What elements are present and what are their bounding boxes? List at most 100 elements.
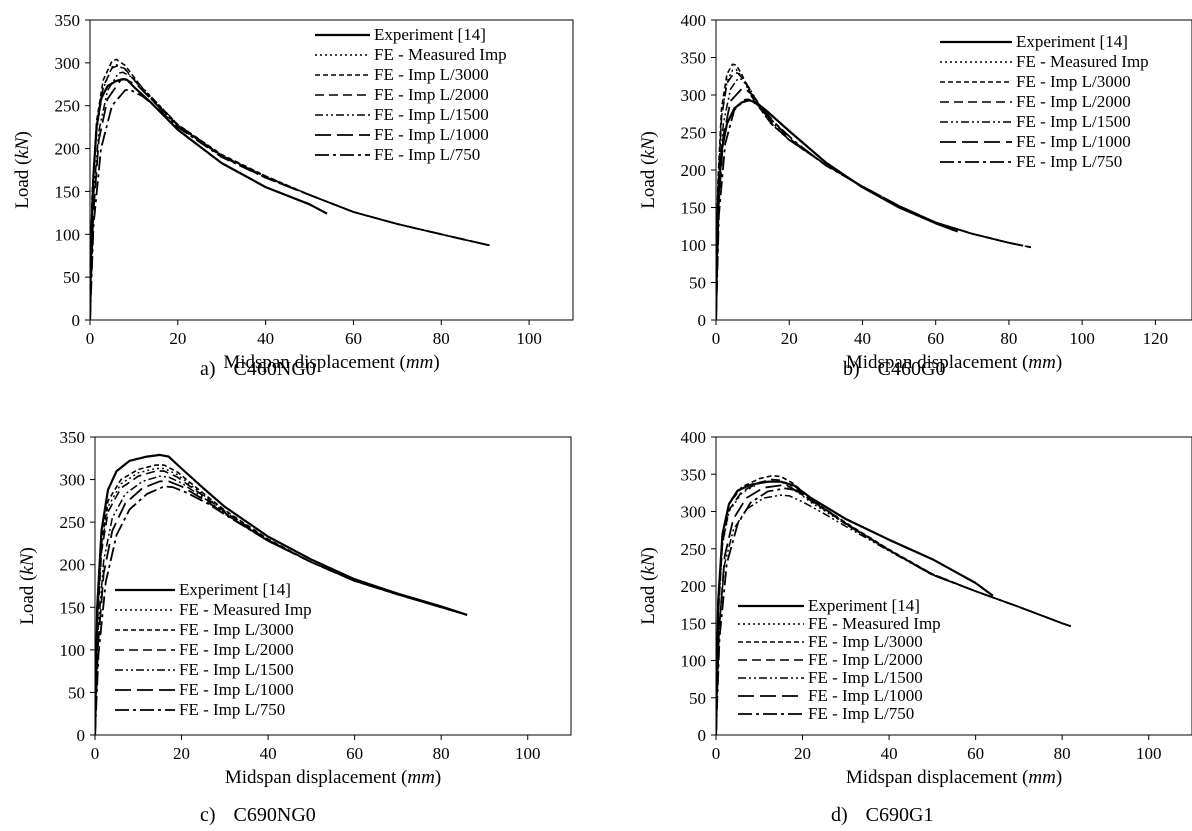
y-axis-label: Load (kN) [638,547,659,625]
y-tick-label: 100 [55,225,81,244]
x-tick-label: 20 [173,744,190,763]
x-tick-label: 60 [927,329,944,348]
y-tick-label: 200 [55,140,81,159]
x-tick-label: 0 [712,329,721,348]
y-tick-label: 150 [55,182,81,201]
x-tick-label: 40 [881,744,898,763]
y-tick-label: 150 [681,614,707,633]
x-tick-label: 60 [967,744,984,763]
y-axis-label-unit: kN [17,552,38,574]
legend-label-2: FE - Measured Imp [808,614,941,633]
legend-label-4: FE - Imp L/2000 [374,85,489,104]
legend-label-3: FE - Imp L/3000 [808,632,923,651]
x-tick-label: 80 [433,744,450,763]
panel-caption-letter: b) [843,358,860,380]
series-line-7 [716,98,1032,320]
panel-caption: a) C460NG0 [200,358,316,380]
y-tick-label: 50 [68,683,85,702]
plot-frame [715,436,1192,736]
x-tick-label: 20 [169,329,186,348]
x-axis-label-text: Midspan displacement ( [846,352,1029,373]
x-axis-label-unit: mm [1028,767,1055,788]
legend-label-1: Experiment [14] [1016,32,1128,51]
legend-label-3: FE - Imp L/3000 [374,65,489,84]
legend-label-4: FE - Imp L/2000 [1016,92,1131,111]
y-tick-label: 50 [689,689,706,708]
x-axis-label-text: Midspan displacement ( [846,767,1029,788]
x-axis-label-unit: mm [1028,352,1055,373]
y-tick-label: 150 [60,598,86,617]
series-group [90,58,490,320]
legend-label-7: FE - Imp L/750 [1016,152,1122,171]
y-tick-label: 250 [681,540,707,559]
series-line-7 [95,485,468,735]
y-tick-label: 350 [681,49,707,68]
y-tick-label: 100 [681,236,707,255]
legend: Experiment [14]FE - Measured Imp FE - Imp… [115,580,312,719]
y-tick-label: 50 [63,268,80,287]
legend-label-7: FE - Imp L/750 [374,145,480,164]
legend-label-5: FE - Imp L/1500 [179,660,294,679]
y-tick-label: 200 [681,161,707,180]
chart-panel-1: 0 20 40 60 80 100 0 50 100 150 200 250 300 350 Midspan… [12,11,574,380]
x-axis-label-close: ) [1056,767,1062,788]
panel-caption: c) C690NG0 [200,804,316,826]
y-tick-label: 350 [55,11,81,30]
legend-label-2: FE - Measured Imp [179,600,312,619]
x-tick-label: 80 [1054,744,1071,763]
y-tick-label: 350 [60,428,86,447]
panel-caption-name: C460NG0 [234,358,316,380]
x-tick-label: 0 [91,744,100,763]
series-group [95,453,468,735]
x-axis-label: Midspan displacement (mm) [223,352,439,373]
x-tick-label: 0 [86,329,95,348]
legend-label-1: Experiment [14] [808,596,920,615]
x-axis-label-text: Midspan displacement ( [223,352,406,373]
x-axis-label: Midspan displacement (mm) [225,767,441,788]
y-axis-label-unit: kN [638,552,659,574]
y-axis-label-close: ) [638,547,659,553]
plot-frame [89,19,574,321]
y-axis-label-text: Load ( [12,159,33,209]
chart-panel-2: 0 20 40 60 80 100 120 0 50 100 150 200 250 300 350 400 M… [638,11,1192,380]
series-line-1 [716,99,959,320]
x-tick-label: 40 [260,744,277,763]
y-axis-label-close: ) [638,131,659,137]
y-tick-label: 400 [681,11,707,30]
chart-panel-3: 0 20 40 60 80 100 0 50 100 150 200 250 300 350 Midspan… [17,428,572,826]
series-group [716,63,1032,320]
x-axis-label: Midspan displacement (mm) [846,767,1062,788]
legend-label-4: FE - Imp L/2000 [808,650,923,669]
x-axis-label: Midspan displacement (mm) [846,352,1062,373]
y-tick-label: 100 [681,652,707,671]
panel-caption-letter: a) [200,358,216,380]
y-axis-label: Load (kN) [638,131,659,209]
y-tick-label: 0 [72,311,81,330]
x-tick-label: 100 [515,744,541,763]
panel-caption: d) C690G1 [831,804,933,826]
plot-frame [94,436,572,736]
x-tick-label: 100 [516,329,542,348]
y-tick-label: 300 [60,471,86,490]
y-axis-label-text: Load ( [638,159,659,209]
series-line-1 [95,453,468,735]
legend-label-1: Experiment [14] [179,580,291,599]
legend-label-1: Experiment [14] [374,25,486,44]
legend-label-6: FE - Imp L/1000 [374,125,489,144]
y-axis-label: Load (kN) [17,547,38,625]
legend-label-4: FE - Imp L/2000 [179,640,294,659]
x-axis-label-unit: mm [406,352,433,373]
y-tick-label: 400 [681,428,707,447]
x-axis-label-unit: mm [407,767,434,788]
legend-label-6: FE - Imp L/1000 [808,686,923,705]
legend-label-7: FE - Imp L/750 [808,704,914,723]
x-tick-label: 20 [794,744,811,763]
x-tick-label: 40 [854,329,871,348]
legend-label-6: FE - Imp L/1000 [179,680,294,699]
x-tick-label: 100 [1136,744,1162,763]
x-axis-label-close: ) [435,767,441,788]
x-tick-label: 80 [433,329,450,348]
legend-label-5: FE - Imp L/1500 [374,105,489,124]
